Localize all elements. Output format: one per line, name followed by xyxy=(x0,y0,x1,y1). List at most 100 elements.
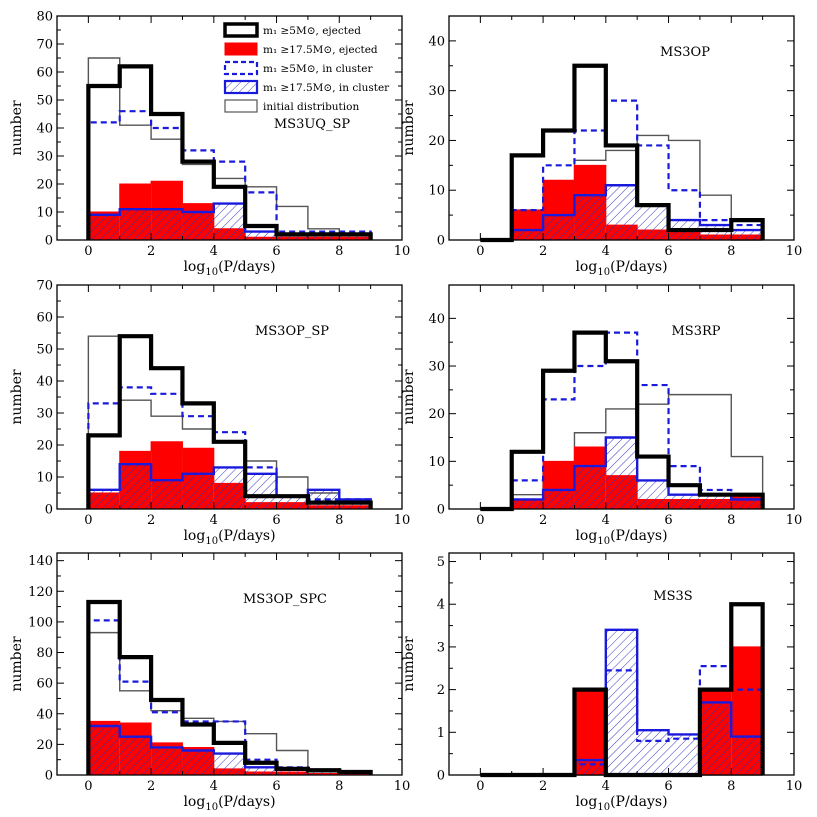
y-tick-label: 80 xyxy=(36,10,53,25)
step-line-ej5 xyxy=(480,330,765,512)
y-tick-label: 10 xyxy=(428,455,445,470)
panel-ms3op-sp: 0 2 4 6 8 10 0 10 20 30 40 50 60 70 log10(P/days) numbe… xyxy=(9,279,410,548)
y-tick-label: 3 xyxy=(437,640,445,655)
y-tick-label: 20 xyxy=(36,439,53,454)
bar-cl17-0 xyxy=(88,489,120,509)
y-tick-label: 30 xyxy=(36,150,53,165)
bar-cl17-7 xyxy=(307,489,340,509)
x-tick-label: 4 xyxy=(602,513,610,528)
x-tick-label: 0 xyxy=(84,513,92,528)
legend-label-cl17: m₁ ≥17.5M⊙, in cluster xyxy=(263,82,390,94)
y-tick-label: 0 xyxy=(45,769,53,784)
series-ej5 xyxy=(86,64,373,240)
panel-ms3op-spc: 0 2 4 6 8 10020406080100120140log10(P/days)nu… xyxy=(9,552,410,813)
x-tick-label: 0 xyxy=(476,244,484,259)
bar-cl17-0 xyxy=(88,214,120,240)
step-line-init xyxy=(480,393,764,510)
y-tick-label: 20 xyxy=(428,407,445,422)
y-tick-label: 40 xyxy=(36,375,53,390)
bar-cl17-2 xyxy=(543,489,575,509)
series-ej5 xyxy=(86,599,373,775)
series-cl17 xyxy=(480,628,764,777)
x-tick-label: 6 xyxy=(272,779,280,794)
bar-cl17-3 xyxy=(182,750,214,775)
bar-cl17-2 xyxy=(151,209,183,240)
plot-frame xyxy=(448,15,795,241)
legend-item-cl5: m₁ ≥5M⊙, in cluster xyxy=(223,60,373,76)
series-init xyxy=(87,57,372,240)
bar-cl17-6 xyxy=(276,496,308,509)
series-ej5 xyxy=(86,334,373,509)
x-tick-label: 2 xyxy=(147,513,155,528)
x-tick-label: 0 xyxy=(476,513,484,528)
x-tick-label: 2 xyxy=(147,244,155,259)
bar-cl17-4 xyxy=(605,185,638,240)
bar-cl17-7 xyxy=(699,494,732,509)
bar-cl17-5 xyxy=(637,205,669,240)
legend-item-ej5: m₁ ≥5M⊙, ejected xyxy=(223,22,361,38)
bar-cl17-1 xyxy=(119,736,152,775)
y-axis-label: number xyxy=(9,369,25,425)
bar-cl17-4 xyxy=(605,437,638,509)
y-tick-label: 30 xyxy=(36,407,53,422)
x-tick-label: 8 xyxy=(727,513,735,528)
bar-cl17-6 xyxy=(668,734,700,775)
bar-cl17-7 xyxy=(307,770,340,775)
y-tick-label: 40 xyxy=(428,34,445,49)
bar-cl17-8 xyxy=(731,499,763,509)
x-tick-label: 8 xyxy=(727,779,735,794)
legend-label-cl5: m₁ ≥5M⊙, in cluster xyxy=(263,63,373,75)
series-cl17 xyxy=(87,202,372,240)
legend-item-init: initial distribution xyxy=(224,99,359,113)
bar-cl17-2 xyxy=(543,215,575,240)
panel-ms3uq-sp: 0 2 4 6 8 10 0 10 20 30 40 50 60 70 80 log10(P/days) num… xyxy=(9,10,410,279)
x-tick-label: 8 xyxy=(335,779,343,794)
x-tick-label: 6 xyxy=(664,244,672,259)
x-tick-label: 4 xyxy=(602,244,610,259)
series-cl5 xyxy=(480,331,764,511)
x-tick-label: 8 xyxy=(335,513,343,528)
x-axis-label: log10(P/days) xyxy=(183,794,275,813)
bar-cl17-4 xyxy=(213,753,246,775)
bar-cl17-5 xyxy=(245,767,277,775)
x-axis-label: log10(P/days) xyxy=(575,794,667,813)
step-line-ej5 xyxy=(86,64,373,240)
x-tick-label: 10 xyxy=(394,513,411,528)
x-tick-label: 6 xyxy=(664,779,672,794)
x-tick-label: 8 xyxy=(335,244,343,259)
x-tick-label: 0 xyxy=(476,779,484,794)
y-axis-label: number xyxy=(401,636,417,692)
series-cl17 xyxy=(480,436,764,511)
x-tick-label: 2 xyxy=(147,779,155,794)
y-tick-label: 5 xyxy=(437,555,445,570)
y-axis-label: number xyxy=(9,100,25,156)
bar-cl17-3 xyxy=(182,473,214,509)
bar-cl17-7 xyxy=(307,234,340,240)
step-line-ej5 xyxy=(86,334,373,509)
x-tick-label: 8 xyxy=(727,244,735,259)
bar-cl17-6 xyxy=(276,234,308,240)
y-tick-label: 50 xyxy=(36,94,53,109)
bar-cl17-3 xyxy=(182,212,214,240)
y-tick-label: 60 xyxy=(36,66,53,81)
x-tick-label: 6 xyxy=(272,513,280,528)
y-tick-label: 10 xyxy=(428,184,445,199)
step-line-cl5 xyxy=(87,110,372,240)
legend-item-cl17: m₁ ≥17.5M⊙, in cluster xyxy=(223,79,390,95)
step-line-cl5 xyxy=(480,99,764,242)
x-tick-label: 4 xyxy=(210,513,218,528)
bar-cl17-5 xyxy=(245,231,277,240)
y-tick-label: 0 xyxy=(437,769,445,784)
x-tick-label: 10 xyxy=(786,513,803,528)
series-ej5 xyxy=(480,330,765,512)
bar-cl17-1 xyxy=(119,209,152,240)
legend-item-ej17: m₁ ≥17.5M⊙, ejected xyxy=(224,42,378,56)
panel-title: MS3OP_SP xyxy=(255,324,329,339)
series-cl5 xyxy=(480,99,764,242)
y-tick-label: 2 xyxy=(437,683,445,698)
y-tick-label: 0 xyxy=(45,503,53,518)
x-tick-label: 0 xyxy=(84,244,92,259)
x-tick-label: 4 xyxy=(602,779,610,794)
y-tick-label: 50 xyxy=(36,343,53,358)
